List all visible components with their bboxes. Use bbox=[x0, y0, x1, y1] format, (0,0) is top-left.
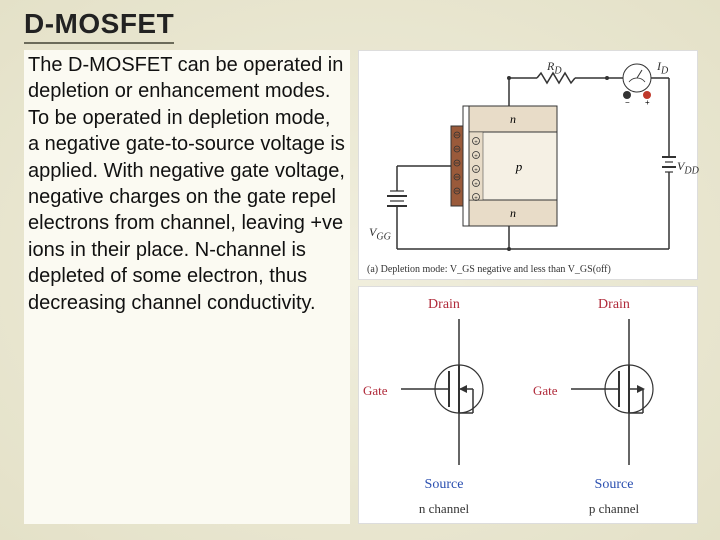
svg-text:−: − bbox=[625, 98, 630, 107]
svg-text:+: + bbox=[474, 182, 478, 188]
svg-text:+: + bbox=[474, 196, 478, 202]
channel-label: p channel bbox=[529, 501, 699, 517]
source-label: Source bbox=[359, 477, 529, 493]
drain-label: Drain bbox=[529, 297, 699, 313]
svg-text:+: + bbox=[474, 140, 478, 146]
vgg-label: VGG bbox=[369, 225, 391, 242]
svg-text:p: p bbox=[515, 159, 523, 174]
body-paragraph: The D-MOSFET can be operated in depletio… bbox=[24, 50, 350, 524]
circuit-caption: (a) Depletion mode: V_GS negative and le… bbox=[367, 264, 611, 275]
gate-label: Gate bbox=[363, 383, 388, 399]
n-channel-symbol: Drain Gate Source n channel bbox=[359, 287, 529, 523]
page-title: D-MOSFET bbox=[24, 8, 174, 40]
vdd-label: VDD bbox=[677, 159, 699, 176]
svg-text:+: + bbox=[645, 98, 650, 107]
title-underline: D-MOSFET bbox=[24, 8, 174, 44]
svg-text:+: + bbox=[474, 168, 478, 174]
circuit-svg: + + + + + n p n bbox=[359, 51, 699, 281]
p-channel-symbol: Drain Gate Source p channel bbox=[529, 287, 699, 523]
source-label: Source bbox=[529, 477, 699, 493]
symbols-figure: Drain Gate Source n channel bbox=[358, 286, 698, 524]
slide: D-MOSFET The D-MOSFET can be operated in… bbox=[0, 0, 720, 540]
circuit-figure: + + + + + n p n bbox=[358, 50, 698, 280]
figures-column: + + + + + n p n bbox=[358, 50, 720, 524]
svg-text:n: n bbox=[510, 112, 516, 126]
svg-text:+: + bbox=[474, 154, 478, 160]
rd-label: RD bbox=[547, 59, 562, 76]
gate-label: Gate bbox=[533, 383, 558, 399]
id-label: ID bbox=[657, 59, 668, 76]
content-row: The D-MOSFET can be operated in depletio… bbox=[24, 50, 720, 524]
svg-text:n: n bbox=[510, 206, 516, 220]
drain-label: Drain bbox=[359, 297, 529, 313]
channel-label: n channel bbox=[359, 501, 529, 517]
